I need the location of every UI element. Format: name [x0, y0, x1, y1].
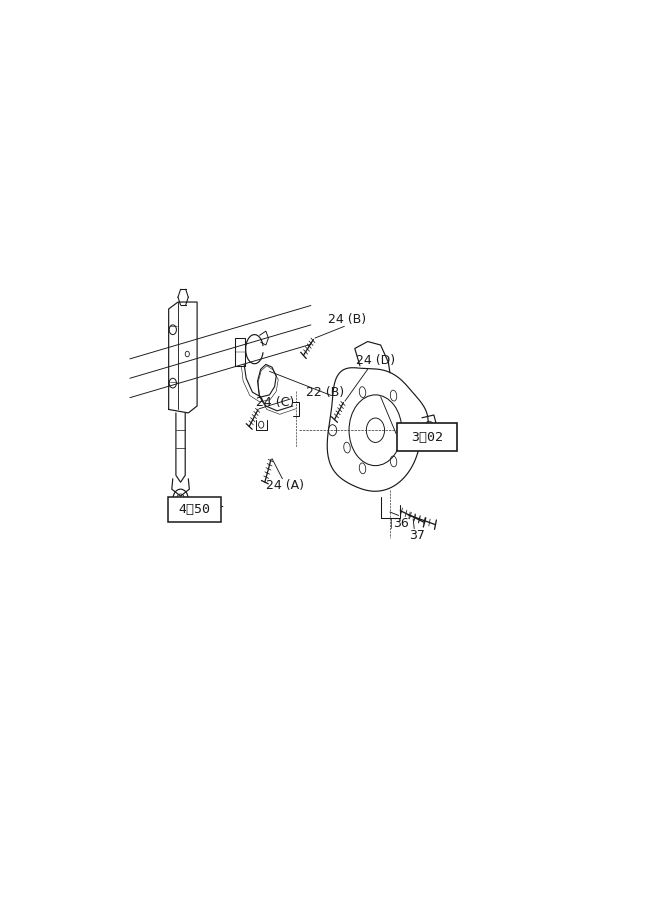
Text: 24 (D): 24 (D) — [356, 355, 395, 367]
Text: 22 (B): 22 (B) — [306, 385, 344, 399]
Text: 3－02: 3－02 — [411, 431, 443, 444]
Text: 24 (A): 24 (A) — [266, 479, 304, 492]
Text: 24 (C): 24 (C) — [255, 396, 293, 409]
Text: 4－50: 4－50 — [179, 503, 211, 517]
Text: 36: 36 — [394, 518, 409, 530]
Text: 24 (B): 24 (B) — [328, 313, 366, 326]
Text: 37: 37 — [409, 529, 425, 542]
FancyBboxPatch shape — [167, 498, 221, 522]
FancyBboxPatch shape — [397, 423, 457, 451]
